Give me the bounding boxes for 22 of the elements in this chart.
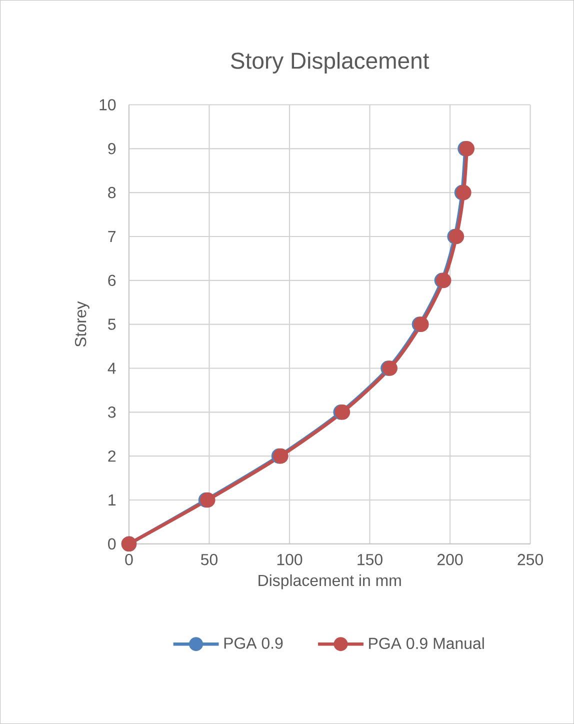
y-tick-label: 2 (108, 450, 116, 462)
x-axis-title: Displacement in mm (258, 574, 401, 590)
x-tick-label: 0 (125, 554, 133, 566)
y-tick-label: 8 (108, 186, 116, 198)
y-tick-label: 7 (108, 231, 116, 242)
x-tick-label: 200 (437, 554, 463, 566)
y-tick-label: 10 (100, 99, 116, 110)
chart-title: Story Displacement (230, 52, 430, 74)
x-tick-label: 150 (358, 554, 382, 566)
x-tick-label: 50 (200, 554, 218, 566)
legend-label: PGA 0.9 Manual (369, 637, 484, 650)
y-tick-label: 5 (108, 318, 116, 330)
y-tick-label: 0 (108, 538, 116, 550)
y-axis-title: Storey (74, 301, 90, 347)
legend-label: PGA 0.9 (224, 638, 283, 649)
y-tick-label: 6 (108, 274, 116, 286)
y-tick-label: 3 (108, 406, 116, 418)
y-tick-label: 1 (108, 494, 116, 506)
y-tick-label: 4 (108, 362, 116, 374)
y-tick-label: 9 (108, 143, 116, 154)
x-tick-label: 100 (277, 554, 302, 566)
x-tick-label: 250 (518, 554, 543, 566)
